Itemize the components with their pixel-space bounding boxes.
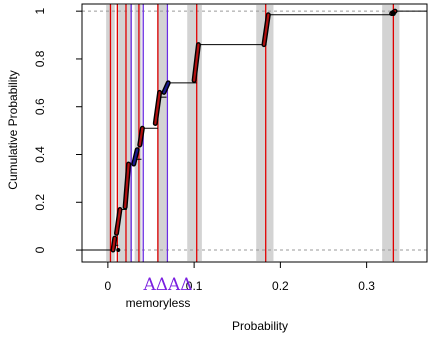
memoryless-annotation: memoryless [126, 296, 191, 310]
riser-point [138, 127, 144, 147]
y-tick-label: 0.2 [33, 194, 47, 211]
riser-series [110, 8, 398, 253]
y-tick-label: 1 [33, 8, 47, 15]
riser-point [115, 208, 122, 235]
y-tick-label: 0.6 [33, 98, 47, 115]
greek-annotation: ΑΔΑΔ [142, 275, 192, 295]
x-tick-label: 0.2 [272, 279, 289, 293]
gray-band [157, 5, 167, 261]
gray-band [382, 5, 400, 261]
x-tick-label: 0.1 [186, 279, 203, 293]
x-axis: 0 0.1 0.2 0.3 [105, 262, 375, 293]
y-tick-label: 0.4 [33, 146, 47, 163]
gray-band [187, 5, 202, 261]
riser-point [132, 148, 139, 166]
riser-point [162, 81, 170, 94]
gray-band [256, 5, 274, 261]
y-tick-label: 0.8 [33, 50, 47, 67]
riser-point [154, 91, 161, 125]
step-series [82, 10, 427, 251]
x-tick-label: 0.3 [358, 279, 375, 293]
gray-band [118, 5, 133, 261]
start-point [116, 248, 121, 253]
plot-frame [81, 3, 428, 263]
y-axis: 0 0.2 0.4 0.6 0.8 1 [33, 8, 82, 253]
reference-lines [82, 10, 427, 251]
x-axis-title: Probability [232, 319, 288, 333]
x-tick-label: 0 [105, 279, 112, 293]
end-point [390, 11, 396, 17]
vertical-lines [109, 4, 395, 262]
gray-band [134, 5, 142, 261]
y-tick-label: 0 [33, 246, 47, 253]
riser-point [111, 237, 116, 252]
gray-bands [106, 5, 400, 261]
riser-point [262, 13, 270, 46]
y-axis-title: Cumulative Probability [6, 70, 20, 189]
riser-point [124, 162, 130, 209]
riser-point [193, 43, 200, 82]
